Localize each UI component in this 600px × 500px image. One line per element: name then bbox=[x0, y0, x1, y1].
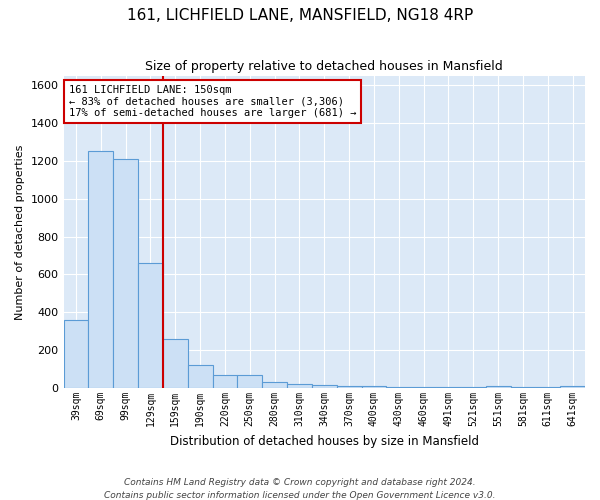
Bar bbox=[362, 386, 386, 388]
Bar bbox=[212, 375, 238, 388]
Bar bbox=[262, 382, 287, 388]
Bar bbox=[64, 320, 88, 388]
Bar bbox=[88, 152, 113, 388]
Bar bbox=[287, 384, 312, 388]
Bar bbox=[312, 386, 337, 388]
Bar bbox=[511, 387, 535, 388]
Text: 161, LICHFIELD LANE, MANSFIELD, NG18 4RP: 161, LICHFIELD LANE, MANSFIELD, NG18 4RP bbox=[127, 8, 473, 22]
Bar bbox=[485, 386, 511, 388]
Bar bbox=[138, 263, 163, 388]
Y-axis label: Number of detached properties: Number of detached properties bbox=[15, 144, 25, 320]
Bar bbox=[436, 387, 461, 388]
Bar bbox=[461, 387, 485, 388]
Bar bbox=[386, 386, 411, 388]
Text: Contains HM Land Registry data © Crown copyright and database right 2024.
Contai: Contains HM Land Registry data © Crown c… bbox=[104, 478, 496, 500]
Bar bbox=[535, 387, 560, 388]
Bar bbox=[337, 386, 362, 388]
Bar bbox=[238, 375, 262, 388]
Bar bbox=[188, 366, 212, 388]
Bar bbox=[411, 386, 436, 388]
Bar bbox=[560, 386, 585, 388]
Title: Size of property relative to detached houses in Mansfield: Size of property relative to detached ho… bbox=[145, 60, 503, 73]
Text: 161 LICHFIELD LANE: 150sqm
← 83% of detached houses are smaller (3,306)
17% of s: 161 LICHFIELD LANE: 150sqm ← 83% of deta… bbox=[69, 85, 356, 118]
Bar bbox=[113, 159, 138, 388]
X-axis label: Distribution of detached houses by size in Mansfield: Distribution of detached houses by size … bbox=[170, 434, 479, 448]
Bar bbox=[163, 339, 188, 388]
